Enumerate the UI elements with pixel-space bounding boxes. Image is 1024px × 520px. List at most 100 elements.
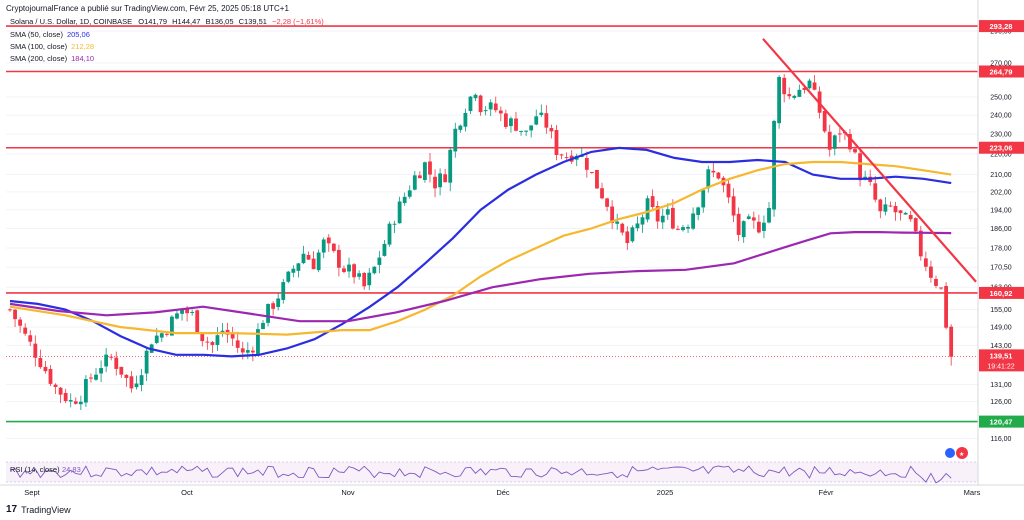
candle <box>807 78 812 90</box>
candle <box>939 287 943 290</box>
candle-body <box>478 95 483 113</box>
candle <box>448 147 453 192</box>
candle-body <box>519 130 523 132</box>
candle-body <box>316 252 321 271</box>
candle-body <box>114 357 119 369</box>
candle-body <box>711 170 716 173</box>
candle <box>584 151 589 178</box>
x-tick-label: Nov <box>341 488 355 497</box>
candle <box>94 368 98 381</box>
trendline <box>762 38 977 283</box>
candle-body <box>559 154 564 156</box>
candle <box>412 170 417 191</box>
candle-body <box>939 287 943 289</box>
candle-body <box>529 125 534 131</box>
tradingview-brand: 17 TradingView <box>6 504 71 515</box>
last-price-label: 139,51 <box>990 351 1013 360</box>
candle-body <box>918 230 923 257</box>
candle-body <box>645 198 650 220</box>
candle <box>306 251 311 260</box>
candle-body <box>832 135 837 149</box>
candle-body <box>802 87 807 90</box>
x-tick-label: Févr <box>819 488 835 497</box>
candle-body <box>888 205 893 207</box>
candle-body <box>423 162 427 180</box>
candle-body <box>337 249 341 268</box>
candle-body <box>503 113 508 127</box>
candle-body <box>483 110 488 112</box>
candle-body <box>883 204 888 212</box>
x-tick-label: Mars <box>964 488 981 497</box>
candle <box>898 210 903 221</box>
candle-body <box>38 358 43 368</box>
candle <box>534 109 539 126</box>
candle-body <box>84 379 88 403</box>
price-axis-bg <box>978 0 1024 520</box>
candle <box>428 153 432 183</box>
candle <box>261 320 265 330</box>
candle <box>337 244 341 277</box>
x-tick-label: Oct <box>181 488 194 497</box>
candle <box>630 225 635 243</box>
candle-body <box>154 335 159 343</box>
candle <box>544 105 549 134</box>
candle <box>772 119 776 217</box>
candle-body <box>362 273 367 287</box>
candle-body <box>716 172 721 179</box>
y-tick-label: 230,00 <box>990 132 1012 139</box>
candle <box>812 75 817 91</box>
y-tick-label: 240,00 <box>990 113 1012 120</box>
candle-body <box>584 158 589 170</box>
candle <box>473 93 478 102</box>
candle-body <box>564 157 569 159</box>
candle-body <box>934 278 938 286</box>
candle <box>559 153 564 160</box>
candle-body <box>473 94 478 99</box>
candle <box>78 395 83 411</box>
x-tick-label: Sept <box>24 488 40 497</box>
candle <box>382 239 387 257</box>
candle-body <box>443 174 448 183</box>
candle <box>347 257 351 278</box>
candle <box>99 360 103 383</box>
y-tick-label: 131,00 <box>990 382 1012 389</box>
candle-body <box>276 298 281 308</box>
level-tag-label: 264,79 <box>990 68 1013 77</box>
candle-body <box>493 103 498 111</box>
level-tag-bg <box>979 415 1024 428</box>
candle <box>423 161 427 183</box>
sma-line <box>9 160 952 336</box>
level-tag-bg <box>979 141 1024 154</box>
rsi-label: RSI (14, close) <box>10 465 60 474</box>
publisher-line: CryptojournalFrance a publié sur Trading… <box>6 4 289 13</box>
candle-body <box>590 172 594 174</box>
candle-body <box>746 216 751 219</box>
candle <box>443 168 448 183</box>
flag-icon-red <box>956 447 968 459</box>
candle-body <box>342 268 346 272</box>
candle-body <box>681 227 685 231</box>
candle-body <box>281 282 286 300</box>
candle <box>711 162 716 178</box>
candle <box>250 346 255 362</box>
candle <box>676 225 680 231</box>
candle-body <box>595 169 599 189</box>
candle <box>402 192 407 206</box>
candle-body <box>306 254 311 260</box>
candle <box>873 175 878 203</box>
candle-body <box>397 201 402 224</box>
candle <box>175 309 179 320</box>
candle <box>539 104 544 118</box>
candle-body <box>104 354 109 367</box>
candle <box>848 128 852 153</box>
candle-body <box>170 316 174 336</box>
time-axis: Sept Oct Nov Déc 2025 Févr Mars <box>0 484 1024 497</box>
candle <box>33 335 38 367</box>
candle-body <box>625 231 630 244</box>
descending-trendline <box>762 38 977 283</box>
candle-body <box>240 348 245 353</box>
candle <box>660 208 665 230</box>
candle <box>73 397 78 405</box>
last-price-tag-bg <box>979 349 1024 372</box>
